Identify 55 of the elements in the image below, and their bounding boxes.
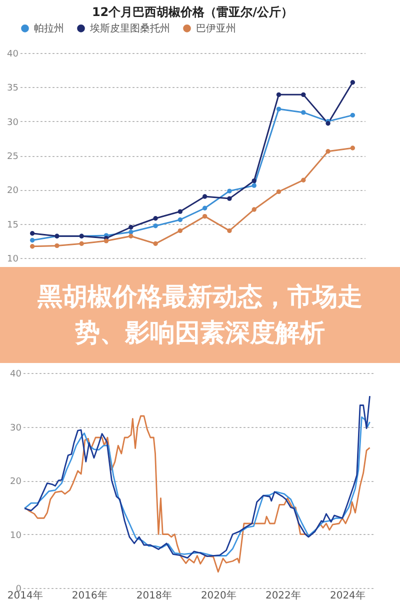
point [326,149,330,154]
point [202,214,208,219]
x-tick-label: 2018年 [136,590,172,602]
point [202,194,208,199]
chart-title: 12个月巴西胡椒价格（雷亚尔/公斤） [92,5,294,19]
point [301,178,306,182]
point [227,188,232,194]
point [252,183,256,188]
point [104,238,109,244]
y-tick-label: 35 [7,84,18,94]
chart-title: 黑胡椒价格最新动态，市场走势、影响因素深度解析 [0,267,400,363]
point [301,110,306,115]
point [276,189,282,194]
legend-label: 埃斯皮里图桑托州 [89,22,170,34]
point [30,231,35,236]
point [350,80,356,85]
point [54,243,60,248]
y-tick-label: 40 [7,50,19,60]
point [202,206,208,210]
y-tick-label: 10 [7,254,19,264]
point [350,112,356,118]
y-tick-label: 25 [7,152,18,162]
point [30,238,35,243]
legend-label: 巴伊亚州 [196,22,236,34]
legend-label: 帕拉州 [34,22,64,34]
point [276,92,282,98]
point [350,146,356,150]
point [153,216,158,221]
point [276,106,282,112]
point [128,230,134,234]
point [178,217,183,222]
point [128,234,134,238]
point [79,241,84,246]
y-tick-label: 40 [10,370,22,380]
point [252,178,256,184]
y-tick-label: 30 [10,423,22,434]
point [178,209,183,214]
point [153,224,158,228]
point [252,207,256,212]
y-tick-label: 20 [7,186,19,196]
y-tick-label: 15 [7,220,18,230]
point [128,224,134,230]
point [227,196,232,201]
point [30,244,35,249]
x-tick-label: 2022年 [265,590,301,602]
y-tick-label: 30 [7,118,19,128]
point [227,228,232,234]
point [153,241,158,246]
x-tick-label: 2024年 [330,590,366,602]
point [301,92,306,98]
point [178,228,183,234]
y-tick-label: 20 [10,477,22,487]
x-tick-label: 2020年 [200,590,236,602]
y-tick-label: 10 [10,530,22,541]
x-tick-label: 2016年 [72,590,108,602]
